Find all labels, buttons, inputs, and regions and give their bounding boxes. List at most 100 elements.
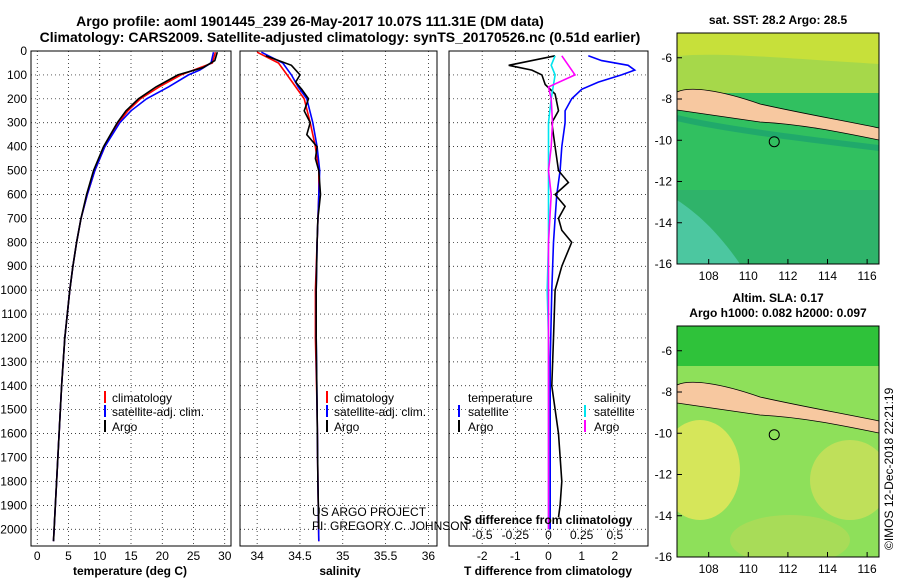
salinity-panel: 34 34.5 35 35.5 36 salinity climatology sate… <box>239 50 468 578</box>
legend-swatch-temp-argo <box>458 420 460 432</box>
sla-map: Altim. SLA: 0.17 Argo h1000: 0.082 h2000… <box>655 291 896 576</box>
depth-tick-label: 100 <box>7 68 27 82</box>
x-tick-label: 30 <box>218 549 232 563</box>
difference-panel: -2 -1 0 1 2 -0.5 -0.25 0 0.25 0.5 S difference f… <box>448 50 649 578</box>
project-credit-line1: US ARGO PROJECT <box>312 505 427 519</box>
x-tick-label: 2 <box>611 549 618 563</box>
x-tick-label: 36 <box>422 549 436 563</box>
legend-temp-satellite: satellite <box>468 405 509 419</box>
map-lat-label: -8 <box>661 385 672 399</box>
x-tick-label: 35.5 <box>374 549 398 563</box>
s-diff-tick-label: -0.25 <box>502 528 530 542</box>
x-tick-label: 10 <box>93 549 107 563</box>
series-line-satellite-adj-clim- <box>52 52 215 542</box>
temperature-grid <box>31 50 231 546</box>
map-lat-label: -16 <box>655 257 673 271</box>
series-line-argo <box>265 55 322 530</box>
temperature-series <box>52 51 219 542</box>
salinity-tick-labels: 34 34.5 35 35.5 36 <box>250 549 435 563</box>
map-lon-label: 108 <box>699 269 719 283</box>
map-lon-label: 110 <box>739 269 758 283</box>
series-line-temperature-argo <box>508 55 573 518</box>
s-diff-tick-label: 0 <box>545 528 552 542</box>
project-credit-line2: PI: GREGORY C. JOHNSON <box>312 519 468 533</box>
depth-tick-label: 400 <box>7 140 27 154</box>
s-diff-tick-label: 0.25 <box>570 528 594 542</box>
legend-argo: Argo <box>334 420 360 434</box>
legend-swatch-satellite <box>326 405 328 417</box>
legend-swatch-climatology <box>104 391 106 403</box>
depth-tick-label: 600 <box>7 187 27 201</box>
title-line2: Climatology: CARS2009. Satellite-adjuste… <box>40 29 641 45</box>
map-lat-label: -12 <box>655 175 673 189</box>
map-lat-label: -14 <box>655 216 673 230</box>
sla-map-axes: 108 110 112 114 116 -6 -8 -10 -12 -14 -16 <box>655 344 877 576</box>
salinity-axis-label: salinity <box>319 564 361 578</box>
sst-map-axes: 108 110 112 114 116 -6 -8 -10 -12 -14 -16 <box>655 51 877 283</box>
legend-sal-argo: Argo <box>594 420 620 434</box>
x-tick-label: 0 <box>34 549 41 563</box>
map-lon-label: 114 <box>818 562 837 576</box>
sst-map-frame <box>676 32 880 265</box>
sst-map-field <box>677 33 879 264</box>
series-line-argo <box>52 51 219 542</box>
temperature-axis-label: temperature (deg C) <box>73 564 187 578</box>
depth-tick-label: 1300 <box>0 355 27 369</box>
map-lat-label: -10 <box>655 426 673 440</box>
x-tick-label: 25 <box>187 549 201 563</box>
map-lat-label: -8 <box>661 92 672 106</box>
map-lon-label: 114 <box>818 269 837 283</box>
x-tick-label: 34.5 <box>288 549 312 563</box>
depth-tick-label: 1500 <box>0 403 27 417</box>
x-tick-label: 0 <box>545 549 552 563</box>
map-lon-label: 116 <box>858 269 877 283</box>
legend-argo: Argo <box>112 420 138 434</box>
sst-map-title: sat. SST: 28.2 Argo: 28.5 <box>709 13 848 27</box>
depth-tick-label: 1900 <box>0 498 27 512</box>
legend-temperature-title: temperature <box>468 391 533 405</box>
legend-swatch-sal-argo <box>584 420 586 432</box>
difference-legend: temperature satellite Argo salinity sate… <box>458 391 635 434</box>
legend-satellite-adj: satellite-adj. clim. <box>112 405 204 419</box>
depth-tick-label: 1000 <box>0 283 27 297</box>
imos-credit: ©IMOS 12-Dec-2018 22:21:19 <box>882 387 896 550</box>
argo-location-marker <box>768 429 780 441</box>
salinity-grid <box>240 50 437 546</box>
x-tick-label: 1 <box>578 549 585 563</box>
depth-tick-label: 2000 <box>0 522 27 536</box>
legend-climatology: climatology <box>112 391 172 405</box>
x-tick-label: 5 <box>65 549 72 563</box>
depth-tick-label: 200 <box>7 92 27 106</box>
map-lon-label: 112 <box>778 562 797 576</box>
x-tick-label: -1 <box>510 549 521 563</box>
map-lon-label: 116 <box>858 562 877 576</box>
map-lon-label: 108 <box>699 562 719 576</box>
legend-sal-satellite: satellite <box>594 405 635 419</box>
x-tick-label: 34 <box>250 549 264 563</box>
legend-swatch-climatology <box>326 391 328 403</box>
s-difference-tick-labels: -0.5 -0.25 0 0.25 0.5 <box>472 528 624 542</box>
depth-tick-label: 1400 <box>0 379 27 393</box>
t-difference-axis-label: T difference from climatology <box>464 564 632 578</box>
difference-series <box>508 55 637 530</box>
temperature-tick-labels: 0 5 10 15 20 25 30 <box>34 549 232 563</box>
depth-tick-label: 1200 <box>0 331 27 345</box>
series-line-climatology <box>52 51 217 542</box>
s-diff-tick-label: 0.5 <box>606 528 623 542</box>
s-difference-axis-label: S difference from climatology <box>464 513 633 527</box>
legend-temp-argo: Argo <box>468 420 494 434</box>
depth-tick-label: 900 <box>7 259 27 273</box>
series-line-salinity-argo <box>547 55 577 530</box>
depth-tick-label: 500 <box>7 164 27 178</box>
sla-map-title-line2: Argo h1000: 0.082 h2000: 0.097 <box>689 306 867 320</box>
sla-map-frame <box>676 325 880 558</box>
argo-location-marker <box>768 136 780 148</box>
temperature-panel: 0100200300400500600700800900100011001200… <box>0 44 231 578</box>
x-tick-label: 15 <box>124 549 138 563</box>
depth-tick-label: 800 <box>7 235 27 249</box>
title-line1: Argo profile: aoml 1901445_239 26-May-20… <box>76 13 544 29</box>
legend-climatology: climatology <box>334 391 394 405</box>
depth-tick-labels: 0 100 200 300 400 500 600 700 800 900 1000 1100 1200… <box>0 44 27 536</box>
salinity-legend: climatology satellite-adj. clim. Argo <box>326 391 426 434</box>
depth-tick-label: 1600 <box>0 427 27 441</box>
